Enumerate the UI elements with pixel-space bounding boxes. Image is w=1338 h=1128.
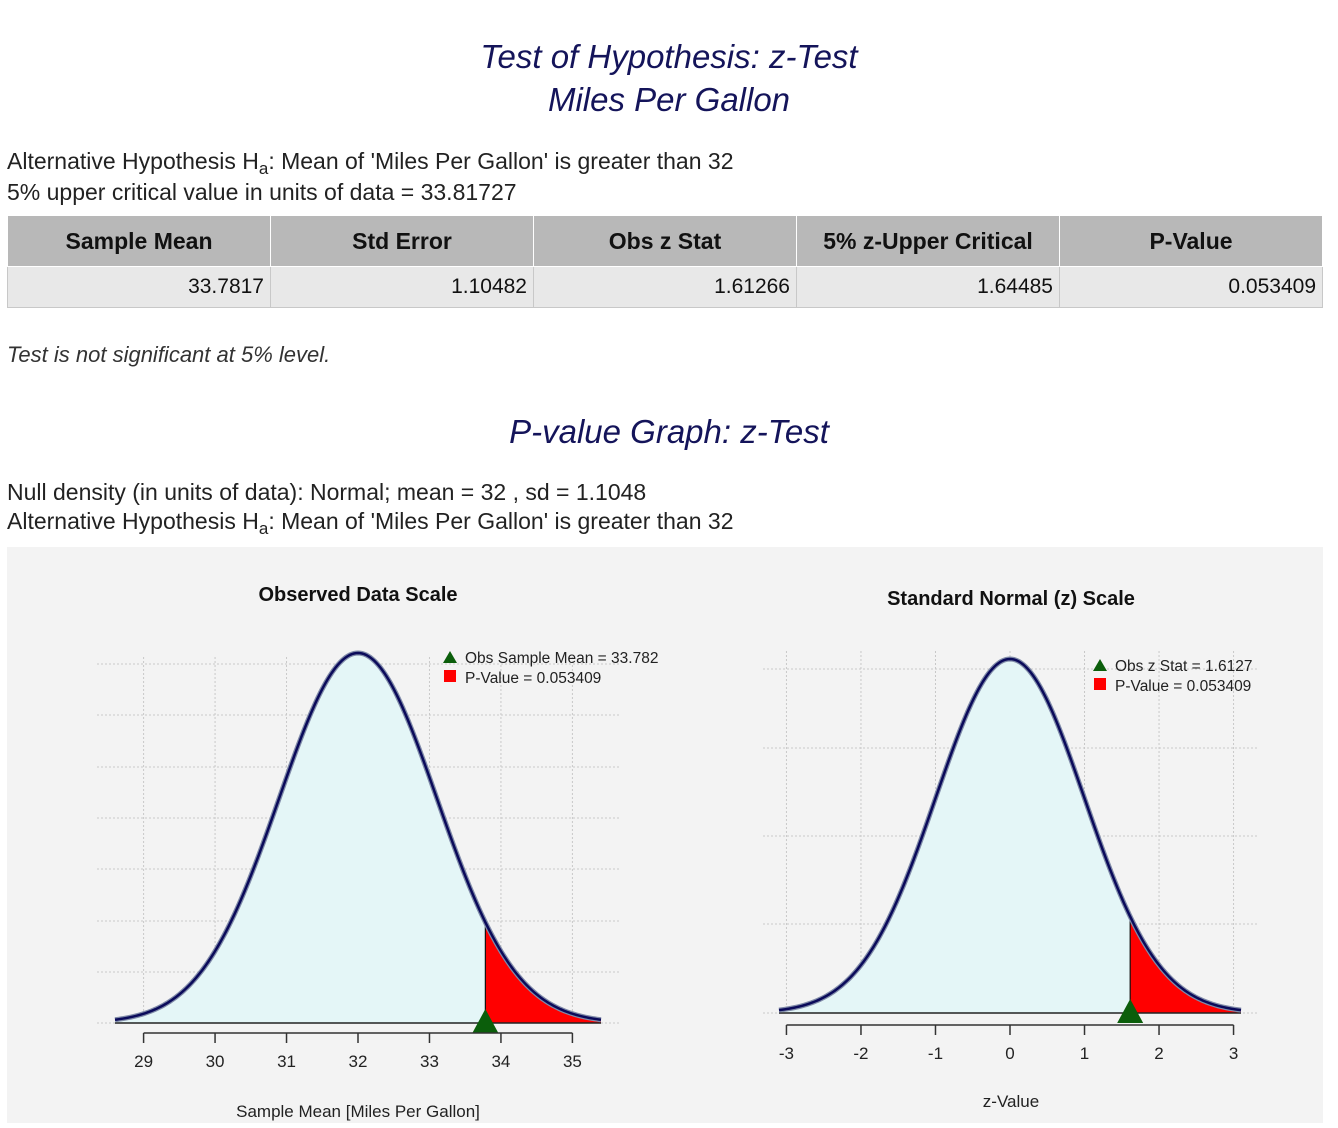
x-axis-label: Sample Mean [Miles Per Gallon] <box>236 1102 480 1121</box>
results-table: Sample Mean Std Error Obs z Stat 5% z-Up… <box>7 215 1323 308</box>
x-tick-label: 1 <box>1080 1044 1089 1063</box>
legend-observed: Obs z Stat = 1.6127 <box>1115 658 1252 675</box>
cell-sample-mean: 33.7817 <box>7 266 271 308</box>
header-p-value: P-Value <box>1059 215 1323 267</box>
alternative-hypothesis-repeat: Alternative Hypothesis Ha: Mean of 'Mile… <box>7 506 734 538</box>
chart-2: Standard Normal (z) Scale -3 -2 -1 0 1 2 3 z-Val… <box>763 588 1259 1111</box>
chart-title: Standard Normal (z) Scale <box>887 588 1135 610</box>
hypothesis-text: : Mean of 'Miles Per Gallon' is greater … <box>268 148 734 174</box>
observed-marker <box>472 1009 499 1033</box>
p-value-tail <box>1130 916 1241 1013</box>
page-subtitle: Miles Per Gallon <box>547 81 791 118</box>
x-tick-label: 0 <box>1005 1044 1014 1063</box>
x-tick-label: 34 <box>491 1052 510 1071</box>
header-obs-z-stat: Obs z Stat <box>533 215 797 267</box>
x-tick-label: 3 <box>1229 1044 1238 1063</box>
header-sample-mean: Sample Mean <box>7 215 271 267</box>
results-header-row: Sample Mean Std Error Obs z Stat 5% z-Up… <box>7 215 1323 267</box>
alternative-hypothesis: Alternative Hypothesis Ha: Mean of 'Mile… <box>7 146 734 178</box>
x-tick-label: 33 <box>420 1052 439 1071</box>
header-std-error: Std Error <box>270 215 534 267</box>
legend-pvalue-swatch <box>444 670 456 682</box>
legend-observed: Obs Sample Mean = 33.782 <box>465 650 658 667</box>
hypothesis-prefix: Alternative Hypothesis H <box>7 148 259 174</box>
hypothesis-text: : Mean of 'Miles Per Gallon' is greater … <box>268 508 734 534</box>
null-density-fill <box>115 653 601 1023</box>
x-tick-label: 2 <box>1154 1044 1163 1063</box>
x-tick-label: 35 <box>563 1052 582 1071</box>
x-tick-label: 29 <box>134 1052 153 1071</box>
table-row: 33.7817 1.10482 1.61266 1.64485 0.053409 <box>7 266 1323 308</box>
null-density-fill <box>779 659 1241 1013</box>
x-tick-label: -3 <box>779 1044 794 1063</box>
x-tick-label: 31 <box>277 1052 296 1071</box>
x-tick-label: 32 <box>349 1052 368 1071</box>
page-title: Test of Hypothesis: z-Test <box>480 38 858 75</box>
cell-z-upper-critical: 1.64485 <box>796 266 1060 308</box>
cell-std-error: 1.10482 <box>270 266 534 308</box>
graph-panel: Observed Data Scale 29 30 31 32 33 34 35 Sample … <box>7 547 1323 1123</box>
legend-marker-icon <box>443 651 457 663</box>
hypothesis-subscript: a <box>258 519 269 538</box>
cell-obs-z-stat: 1.61266 <box>533 266 797 308</box>
header-z-upper-critical: 5% z-Upper Critical <box>796 215 1060 267</box>
x-axis-label: z-Value <box>983 1092 1039 1111</box>
critical-value-text: 5% upper critical value in units of data… <box>7 179 517 205</box>
conclusion-text: Test is not significant at 5% level. <box>7 342 331 367</box>
observed-marker <box>1117 999 1144 1023</box>
chart-1: Observed Data Scale 29 30 31 32 33 34 35 Sample … <box>97 584 658 1121</box>
density-curve <box>778 657 1242 1012</box>
hypothesis-prefix: Alternative Hypothesis H <box>7 508 259 534</box>
legend-pvalue: P-Value = 0.053409 <box>1115 678 1251 695</box>
x-tick-label: -2 <box>853 1044 868 1063</box>
hypothesis-subscript: a <box>258 159 269 178</box>
cell-p-value: 0.053409 <box>1059 266 1323 308</box>
legend-pvalue-swatch <box>1094 678 1106 690</box>
density-curve <box>114 651 602 1021</box>
x-tick-label: 30 <box>206 1052 225 1071</box>
chart-title: Observed Data Scale <box>259 584 458 606</box>
x-tick-label: -1 <box>928 1044 943 1063</box>
p-value-tail <box>485 922 601 1023</box>
null-density-text: Null density (in units of data): Normal;… <box>7 479 647 505</box>
graph-section-title: P-value Graph: z-Test <box>509 413 829 450</box>
legend-pvalue: P-Value = 0.053409 <box>465 670 601 687</box>
legend-marker-icon <box>1093 659 1107 671</box>
